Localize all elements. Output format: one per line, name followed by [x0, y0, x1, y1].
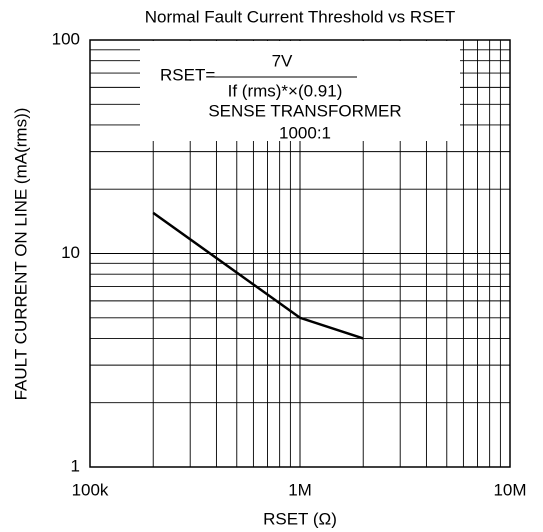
annotation: SENSE TRANSFORMER — [208, 101, 401, 120]
x-tick-label: 100k — [72, 480, 109, 499]
chart-title: Normal Fault Current Threshold vs RSET — [145, 7, 456, 26]
annotation: If (rms)*×(0.91) — [228, 81, 343, 100]
x-axis-label: RSET (Ω) — [263, 509, 337, 528]
annotation-box — [140, 41, 460, 141]
x-tick-label: 1M — [288, 480, 312, 499]
y-tick-label: 100 — [52, 29, 80, 48]
annotation: 1000:1 — [279, 123, 331, 142]
annotation: 7V — [272, 51, 293, 70]
annotation: RSET= — [160, 65, 215, 84]
data-line — [152, 211, 364, 340]
plot-frame — [89, 39, 511, 468]
y-tick-label: 10 — [61, 243, 80, 262]
y-axis-label: FAULT CURRENT ON LINE (mA(rms)) — [11, 108, 30, 401]
y-tick-label: 1 — [71, 456, 80, 475]
x-tick-label: 10M — [493, 480, 526, 499]
